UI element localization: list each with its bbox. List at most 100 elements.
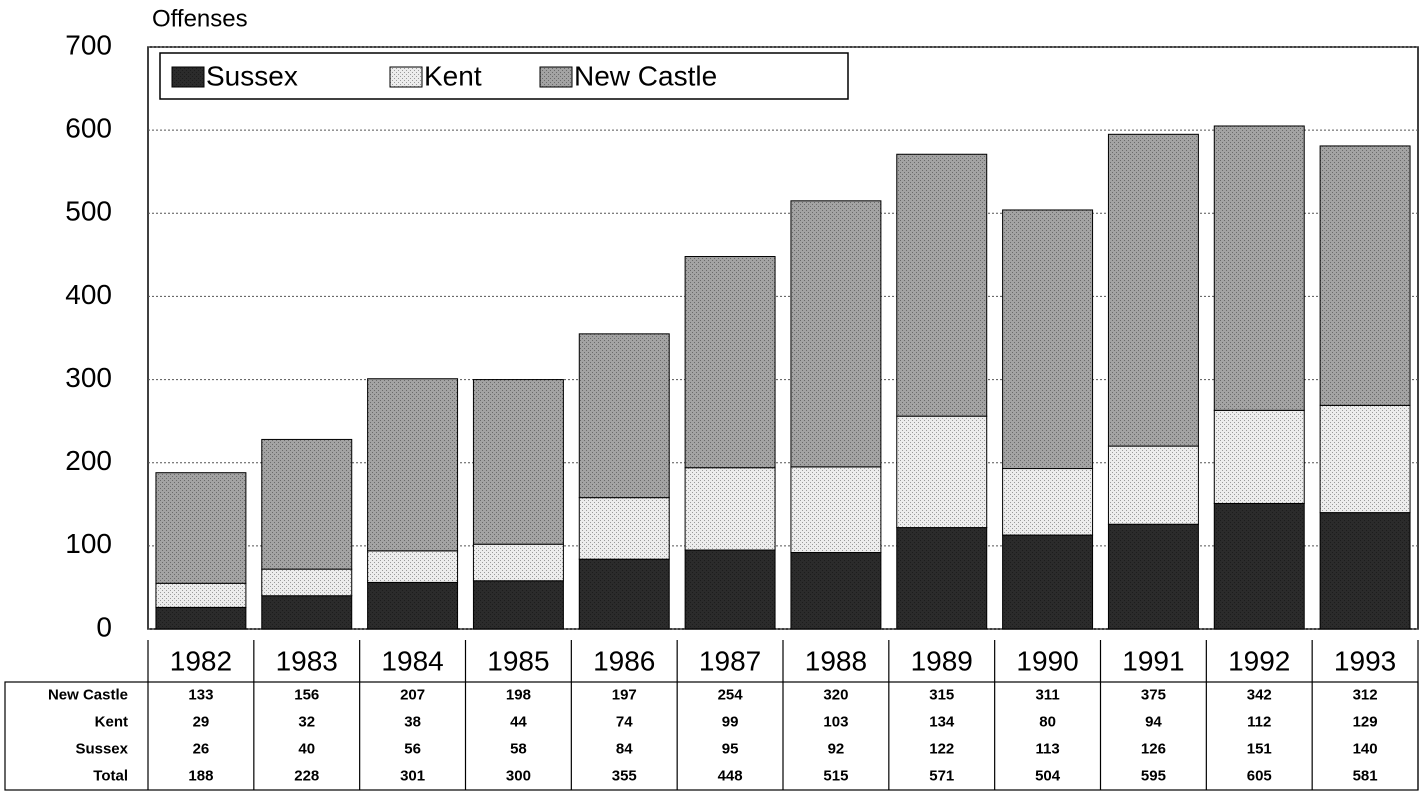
x-tick-label: 1992 <box>1228 645 1290 676</box>
bar-segment <box>1107 133 1199 447</box>
y-tick-label: 100 <box>65 528 112 559</box>
bar-segment <box>1213 125 1305 411</box>
bar-segment <box>684 256 776 469</box>
legend-box <box>159 52 849 100</box>
bar-segment <box>578 497 670 560</box>
x-tick-label: 1989 <box>911 645 973 676</box>
table-cell: 99 <box>722 713 739 730</box>
bar-segment <box>1002 534 1094 630</box>
bar-segment <box>261 595 353 630</box>
table-cell: 156 <box>294 686 319 703</box>
table-cell: 133 <box>188 686 213 703</box>
table-cell: 197 <box>612 686 637 703</box>
bar-segment <box>155 472 247 584</box>
table-cell: 26 <box>193 740 210 757</box>
table-cell: 375 <box>1141 686 1166 703</box>
table-cell: 504 <box>1035 767 1061 784</box>
table-cell: 342 <box>1247 686 1272 703</box>
bar-segment <box>472 543 564 582</box>
legend-label: New Castle <box>574 60 717 91</box>
x-tick-label: 1982 <box>170 645 232 676</box>
table-cell: 448 <box>718 767 743 784</box>
legend-label: Kent <box>424 60 482 91</box>
table-cell: 228 <box>294 767 319 784</box>
bar-segment <box>1319 512 1411 630</box>
table-cell: 74 <box>616 713 633 730</box>
bar-segment <box>367 550 459 583</box>
x-tick-label: 1985 <box>487 645 549 676</box>
table-cell: 595 <box>1141 767 1166 784</box>
bar-segment <box>1213 502 1305 630</box>
table-cell: 84 <box>616 740 633 757</box>
bar-segment <box>472 580 564 630</box>
table-cell: 126 <box>1141 740 1166 757</box>
chart-title: Offenses <box>152 5 248 32</box>
table-cell: 315 <box>929 686 954 703</box>
table-row-label: Sussex <box>75 740 128 757</box>
plot-frame <box>147 46 1419 630</box>
table-row-label: Kent <box>95 713 128 730</box>
x-tick-label: 1984 <box>381 645 443 676</box>
table-cell: 311 <box>1035 686 1059 703</box>
bar-segment <box>684 549 776 630</box>
table-cell: 300 <box>506 767 531 784</box>
x-tick-label: 1983 <box>276 645 338 676</box>
legend-swatch-texture <box>390 67 422 87</box>
bar-segment <box>1107 523 1199 630</box>
table-cell: 129 <box>1353 713 1378 730</box>
table-cell: 198 <box>506 686 531 703</box>
table-cell: 44 <box>510 713 527 730</box>
bar-segment <box>155 582 247 608</box>
bar-segment <box>1107 445 1199 525</box>
table-cell: 254 <box>718 686 744 703</box>
table-cell: 103 <box>823 713 848 730</box>
x-tick-label: 1986 <box>593 645 655 676</box>
bar-segment <box>261 438 353 570</box>
bar-segment <box>367 581 459 630</box>
legend-label: Sussex <box>206 60 298 91</box>
bar-segment <box>790 552 882 630</box>
table-cell: 605 <box>1247 767 1272 784</box>
table-cell: 94 <box>1145 713 1162 730</box>
table-cell: 32 <box>298 713 315 730</box>
table-cell: 134 <box>929 713 955 730</box>
table-cell: 95 <box>722 740 739 757</box>
table-cell: 140 <box>1353 740 1378 757</box>
legend-swatch-texture <box>172 67 204 87</box>
table-cell: 188 <box>188 767 213 784</box>
bar-segment <box>896 415 988 529</box>
table-cell: 151 <box>1247 740 1272 757</box>
bar-segment <box>790 200 882 468</box>
table-cell: 56 <box>404 740 421 757</box>
bar-segment <box>1319 145 1411 406</box>
table-cell: 40 <box>298 740 315 757</box>
table-cell: 38 <box>404 713 421 730</box>
table-cell: 355 <box>612 767 637 784</box>
bar-segment <box>1002 209 1094 470</box>
y-tick-label: 300 <box>65 362 112 393</box>
y-tick-label: 0 <box>96 611 112 642</box>
table-cell: 29 <box>193 713 210 730</box>
table-cell: 58 <box>510 740 527 757</box>
table-cell: 207 <box>400 686 425 703</box>
x-tick-label: 1993 <box>1334 645 1396 676</box>
bar-segment <box>1002 468 1094 536</box>
y-tick-label: 700 <box>65 29 112 60</box>
x-tick-label: 1991 <box>1122 645 1184 676</box>
bar-segment <box>367 378 459 552</box>
x-tick-label: 1988 <box>805 645 867 676</box>
table-cell: 320 <box>823 686 848 703</box>
x-tick-label: 1990 <box>1016 645 1078 676</box>
table-cell: 122 <box>929 740 954 757</box>
table-cell: 112 <box>1247 713 1271 730</box>
y-tick-label: 600 <box>65 113 112 144</box>
y-tick-label: 200 <box>65 445 112 476</box>
x-tick-label: 1987 <box>699 645 761 676</box>
table-cell: 571 <box>929 767 954 784</box>
table-cell: 301 <box>400 767 425 784</box>
table-row-label: New Castle <box>48 686 128 703</box>
y-tick-label: 400 <box>65 279 112 310</box>
bar-segment <box>578 333 670 499</box>
legend-swatch-texture <box>540 67 572 87</box>
table-row-label: Total <box>93 767 128 784</box>
